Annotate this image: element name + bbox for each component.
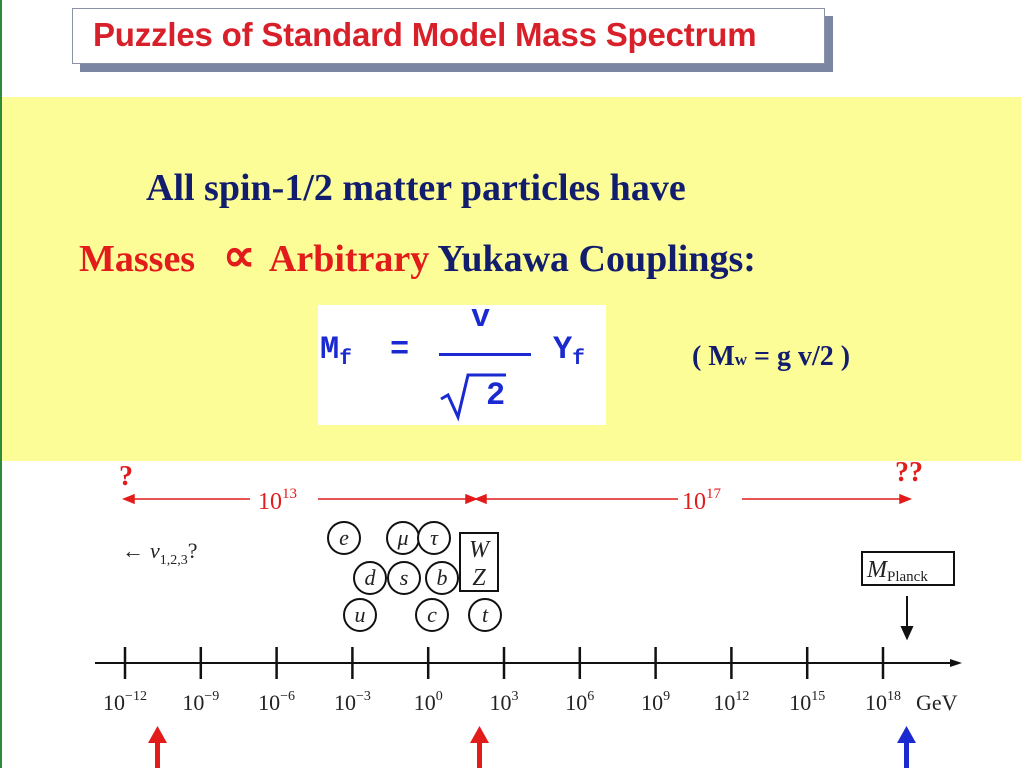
formula-equals: = bbox=[390, 331, 410, 368]
planck-arrow bbox=[900, 596, 914, 641]
mass-axis bbox=[95, 659, 962, 667]
svg-text:W: W bbox=[469, 537, 491, 563]
svg-text:MPlanck: MPlanck bbox=[866, 557, 928, 585]
axis-tick-label: 1018 bbox=[865, 689, 901, 715]
formula-radicand: 2 bbox=[486, 377, 506, 414]
axis-tick-label: 100 bbox=[414, 689, 443, 715]
formula-rhs: Yf bbox=[553, 331, 585, 371]
arbitrary-word: Arbitrary bbox=[268, 238, 430, 280]
red-arrow-left bbox=[148, 726, 167, 768]
electron-circle: e bbox=[327, 521, 361, 555]
axis-tick-label: 10−12 bbox=[103, 689, 147, 715]
svg-text:τ: τ bbox=[430, 525, 439, 550]
svg-text:Z: Z bbox=[472, 565, 486, 591]
slide-left-border bbox=[0, 0, 2, 768]
svg-text:u: u bbox=[355, 602, 366, 627]
up-quark-circle: u bbox=[343, 598, 377, 632]
charm-quark-circle: c bbox=[415, 598, 449, 632]
bottom-quark-circle: b bbox=[425, 561, 459, 595]
red-arrow-middle bbox=[470, 726, 489, 768]
masses-word: Masses bbox=[79, 238, 196, 280]
svg-text:b: b bbox=[437, 565, 448, 590]
svg-text:e: e bbox=[339, 525, 349, 550]
question-left: ? bbox=[119, 461, 133, 492]
formula-numerator: v bbox=[471, 299, 491, 336]
svg-text:c: c bbox=[427, 602, 437, 627]
statement-line-2: Masses ∝ Arbitrary Yukawa Couplings: bbox=[79, 228, 756, 282]
formula-lhs-subscript: f bbox=[339, 348, 352, 371]
formula-lhs-symbol: M bbox=[320, 331, 340, 368]
w-mass-relation: ( Mw = g v/2 ) bbox=[692, 341, 850, 373]
formula-rhs-subscript: f bbox=[572, 348, 585, 371]
axis-tick-label: 10−9 bbox=[182, 689, 219, 715]
neutrino-label: ← ν1,2,3? bbox=[122, 538, 198, 568]
axis-tick-label: 103 bbox=[490, 689, 519, 715]
muon-circle: μ bbox=[386, 521, 420, 555]
svg-text:t: t bbox=[482, 602, 489, 627]
svg-text:s: s bbox=[400, 565, 409, 590]
axis-unit-label: GeV bbox=[916, 690, 958, 715]
span-right-label: 1017 bbox=[682, 486, 722, 515]
proportional-symbol: ∝ bbox=[222, 230, 256, 281]
span-arrow-right bbox=[473, 493, 913, 505]
w-mass-open: ( M bbox=[692, 341, 735, 372]
yukawa-couplings: Yukawa Couplings: bbox=[437, 238, 756, 280]
axis-tick-label: 10−6 bbox=[258, 689, 295, 715]
blue-arrow-right bbox=[897, 726, 916, 768]
tau-circle: τ bbox=[417, 521, 451, 555]
down-quark-circle: d bbox=[353, 561, 387, 595]
strange-quark-circle: s bbox=[387, 561, 421, 595]
svg-text:d: d bbox=[365, 565, 377, 590]
mass-scale-diagram: 1013 1017 ← ν1,2,3? e μ τ d s b u c t W Z… bbox=[95, 486, 962, 768]
question-right: ?? bbox=[895, 457, 923, 488]
mass-formula: Mf = v 2 Yf bbox=[318, 299, 606, 425]
w-mass-rest: = g v/2 ) bbox=[747, 341, 851, 372]
slide-title: Puzzles of Standard Model Mass Spectrum bbox=[93, 16, 757, 53]
formula-lhs: Mf bbox=[320, 331, 352, 371]
axis-tick-label: 1015 bbox=[789, 689, 825, 715]
span-left-label: 1013 bbox=[258, 486, 297, 515]
axis-tick-label: 106 bbox=[565, 689, 594, 715]
axis-ticks bbox=[123, 647, 885, 679]
title-banner: Puzzles of Standard Model Mass Spectrum bbox=[72, 8, 825, 64]
wz-boson-box: W Z bbox=[459, 532, 499, 592]
axis-tick-label: 10−3 bbox=[334, 689, 371, 715]
axis-tick-label: 109 bbox=[641, 689, 670, 715]
formula-rhs-symbol: Y bbox=[553, 331, 573, 368]
svg-text:μ: μ bbox=[396, 525, 408, 550]
w-mass-subscript: w bbox=[734, 350, 748, 369]
top-quark-circle: t bbox=[468, 598, 502, 632]
sqrt-sign bbox=[440, 373, 506, 422]
planck-mass-box: MPlanck bbox=[861, 551, 955, 586]
axis-tick-labels: 10−12 10−9 10−6 10−3 100 103 106 109 1012 1015 101… bbox=[103, 689, 901, 715]
statement-line-1: All spin-1/2 matter particles have bbox=[146, 167, 686, 209]
fraction-bar bbox=[439, 353, 531, 356]
axis-tick-label: 1012 bbox=[713, 689, 749, 715]
span-arrow-left bbox=[121, 493, 479, 505]
